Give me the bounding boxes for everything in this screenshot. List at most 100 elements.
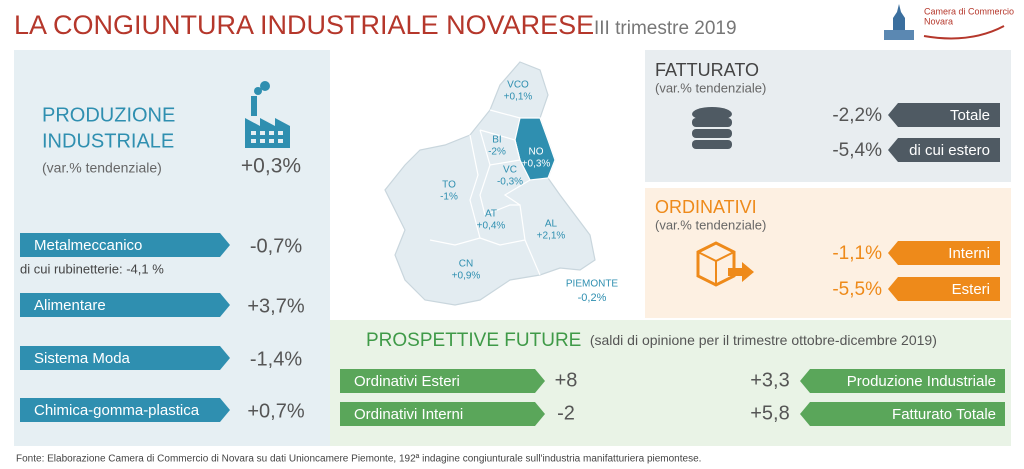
logo-text: Novara <box>924 16 953 26</box>
box-edge <box>697 251 735 285</box>
region-value: +0,1% <box>504 92 533 103</box>
region-value: +2,1% <box>537 231 566 242</box>
section-title: FATTURATO <box>655 60 759 80</box>
box-icon <box>696 241 754 287</box>
row-arrow <box>888 138 1000 162</box>
row-arrow <box>888 103 1000 127</box>
footer: Fonte: Elaborazione Camera di Commercio … <box>16 454 701 465</box>
region-value: -1% <box>440 192 458 203</box>
sector-label: Chimica-gomma-plastica <box>34 402 200 419</box>
chimney <box>251 96 257 116</box>
logo-base <box>884 30 914 40</box>
region-value: -0,2% <box>578 292 607 304</box>
prospettive-arrow <box>340 402 545 426</box>
region-value: +0,4% <box>477 221 506 232</box>
logo-text: Camera di Commercio <box>924 6 1014 16</box>
region-label: TO <box>442 180 456 191</box>
box-arrow <box>728 262 754 282</box>
prospettive-value: +5,8 <box>750 402 789 424</box>
piemonte-map <box>384 61 596 306</box>
sector-arrow <box>20 398 230 422</box>
prospettive-arrow <box>800 369 1005 393</box>
window <box>251 131 256 135</box>
window <box>260 131 265 135</box>
region-label: NO <box>529 147 544 158</box>
region-label: AL <box>545 219 558 230</box>
row-label: Totale <box>950 107 990 124</box>
database-icon <box>692 107 732 149</box>
sector-arrow <box>20 346 230 370</box>
region-value: +0,9% <box>452 271 481 282</box>
row-value: -1,1% <box>832 243 882 264</box>
sector-arrow <box>20 233 230 257</box>
window <box>278 139 283 143</box>
prospettive-arrow <box>340 369 545 393</box>
headline-value: +0,3% <box>241 155 301 178</box>
logo: Camera di Commercio Novara <box>884 4 1014 40</box>
prospettive-value: -2 <box>557 402 575 424</box>
sector-value: -1,4% <box>250 348 302 370</box>
region-value: +0,3% <box>522 159 551 170</box>
smoke <box>260 81 270 91</box>
region-value: -0,3% <box>497 177 523 188</box>
section-note: (var.% tendenziale) <box>655 217 766 232</box>
subtitle: III trimestre 2019 <box>594 18 737 39</box>
sector-arrow <box>20 293 230 317</box>
region-label: CN <box>459 259 473 270</box>
section-title: ORDINATIVI <box>655 197 757 217</box>
title: LA CONGIUNTURA INDUSTRIALE NOVARESE <box>14 10 594 40</box>
prospettive-arrow <box>800 402 1005 426</box>
row-arrow <box>888 277 1000 301</box>
sector-label: Sistema Moda <box>34 350 131 367</box>
sector-label: Alimentare <box>34 297 106 314</box>
prospettive-value: +8 <box>555 369 578 391</box>
region-label: AT <box>485 209 497 220</box>
row-value: -2,2% <box>832 105 882 126</box>
prospettive-value: +3,3 <box>750 369 789 391</box>
logo-swoosh <box>923 25 1005 40</box>
sector-note: di cui rubinetterie: -4,1 % <box>20 261 164 276</box>
disk <box>692 129 732 138</box>
disk <box>692 107 732 121</box>
smoke <box>254 87 262 95</box>
window <box>269 131 274 135</box>
disk <box>692 140 732 149</box>
region-value: -2% <box>488 147 506 158</box>
disk <box>692 118 732 127</box>
prospettive-label: Ordinativi Interni <box>354 406 463 423</box>
sector-value: -0,7% <box>250 235 302 257</box>
sector-label: Metalmeccanico <box>34 237 142 254</box>
section-note: (var.% tendenziale) <box>42 160 162 176</box>
row-value: -5,5% <box>832 279 882 300</box>
ordinativi-rows: -1,1% Interni -5,5% Esteri <box>832 241 1000 301</box>
factory-icon <box>245 81 290 148</box>
region-label: VCO <box>507 80 529 91</box>
prospettive-label: Produzione Industriale <box>847 373 996 390</box>
row-value: -5,4% <box>832 140 882 161</box>
row-label: Interni <box>948 245 990 262</box>
sector-value: +0,7% <box>247 400 304 422</box>
prospettive-rows: Ordinativi Esteri +8 Ordinativi Interni -2 +… <box>340 369 1005 426</box>
sector-value: +3,7% <box>247 295 304 317</box>
section-title: PROSPETTIVE FUTURE (saldi di opinione pe… <box>366 330 937 351</box>
section-title: INDUSTRIALE <box>42 130 174 152</box>
row-arrow <box>888 241 1000 265</box>
region-label: BI <box>492 135 501 146</box>
window <box>251 139 256 143</box>
prospettive-title: PROSPETTIVE FUTURE <box>366 330 581 351</box>
window <box>260 139 265 143</box>
region-outline <box>384 61 596 306</box>
sector-list: Metalmeccanico -0,7% di cui rubinetterie: … <box>20 233 305 422</box>
fatturato-rows: -2,2% Totale -5,4% di cui estero <box>832 103 1000 162</box>
region-label: VC <box>503 165 517 176</box>
row-label: di cui estero <box>909 142 990 159</box>
province-border <box>429 109 541 276</box>
prospettive-label: Ordinativi Esteri <box>354 373 460 390</box>
map-labels: VCO+0,1% BI-2% NO+0,3% TO-1% VC-0,3% AT+0,4% A… <box>440 80 618 304</box>
window <box>269 139 274 143</box>
region-label: PIEMONTE <box>566 279 619 290</box>
section-note: (var.% tendenziale) <box>655 80 766 95</box>
